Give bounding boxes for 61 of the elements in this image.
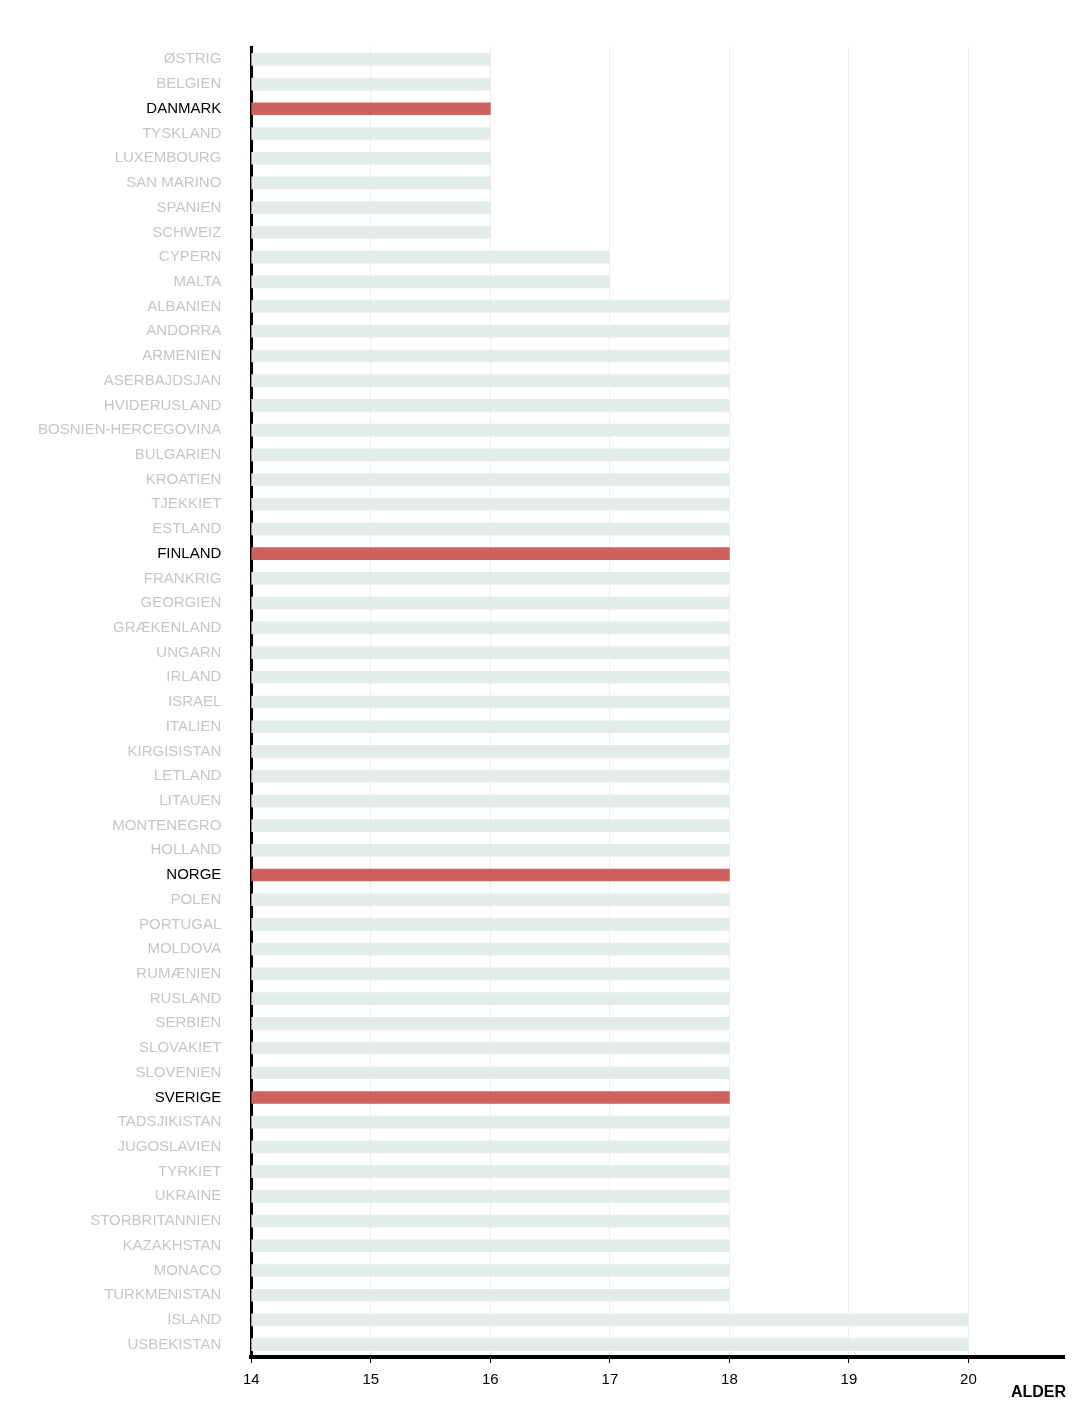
y-tick-label: LUXEMBOURG — [114, 148, 222, 166]
y-tick-label: ARMENIEN — [142, 346, 222, 364]
y-tick-label: TADSJIKISTAN — [117, 1112, 222, 1130]
y-tick-label: TJEKKIET — [151, 494, 222, 512]
y-tick-label: LITAUEN — [159, 791, 222, 809]
y-tick-label: HOLLAND — [150, 840, 222, 858]
y-tick-label: IRLAND — [166, 667, 222, 685]
y-tick-label: KIRGISISTAN — [127, 741, 222, 759]
y-tick-label: TYRKIET — [158, 1161, 222, 1179]
y-tick-label: ISLAND — [167, 1310, 222, 1328]
y-tick-label: ITALIEN — [165, 716, 222, 734]
y-tick-label: HVIDERUSLAND — [103, 395, 222, 413]
y-tick-label: GEORGIEN — [140, 593, 222, 611]
y-tick-label: STORBRITANNIEN — [90, 1211, 222, 1229]
y-tick-label: SERBIEN — [155, 1013, 222, 1031]
y-tick-label: ESTLAND — [152, 519, 222, 537]
y-tick-label: ASERBAJDSJAN — [103, 370, 222, 388]
x-tick-label: 15 — [362, 1370, 380, 1388]
y-tick-label: KROATIEN — [145, 469, 222, 487]
y-tick-label: USBEKISTAN — [127, 1334, 222, 1352]
x-tick-label: 20 — [960, 1370, 977, 1388]
y-tick-label: UNGARN — [156, 642, 222, 660]
x-axis-title: ALDER — [1010, 1383, 1066, 1401]
y-tick-label: PORTUGAL — [139, 914, 222, 932]
y-tick-label: SLOVAKIET — [139, 1038, 222, 1056]
y-tick-label: UKRAINE — [154, 1186, 222, 1204]
y-tick-label: SLOVENIEN — [135, 1062, 222, 1080]
y-tick-label: ALBANIEN — [147, 296, 222, 314]
y-tick-label: LETLAND — [153, 766, 222, 784]
y-tick-label: ANDORRA — [146, 321, 222, 339]
y-tick-label: MOLDOVA — [147, 939, 222, 957]
y-tick-label: ISRAEL — [168, 692, 222, 710]
y-tick-label: SVERIGE — [154, 1087, 222, 1105]
y-tick-label: JUGOSLAVIEN — [117, 1137, 222, 1155]
y-tick-label: TURKMENISTAN — [104, 1285, 222, 1303]
y-tick-label: ØSTRIG — [163, 49, 222, 67]
y-tick-label: FINLAND — [157, 543, 222, 561]
y-tick-label: TYSKLAND — [142, 123, 222, 141]
x-tick-label: 14 — [243, 1370, 260, 1388]
y-tick-label: DANMARK — [146, 98, 222, 116]
y-tick-label: BELGIEN — [156, 74, 222, 92]
y-tick-label: SAN MARINO — [126, 173, 222, 191]
y-tick-label: RUMÆNIEN — [136, 964, 222, 982]
y-tick-label: KAZAKHSTAN — [122, 1235, 222, 1253]
y-tick-label: BULGARIEN — [134, 444, 222, 462]
y-tick-label: POLEN — [170, 889, 222, 907]
y-tick-label: MALTA — [173, 271, 222, 289]
y-tick-label: MONACO — [153, 1260, 222, 1278]
x-tick-label: 16 — [482, 1370, 499, 1388]
x-tick-label: 19 — [840, 1370, 858, 1388]
y-tick-label: RUSLAND — [149, 988, 222, 1006]
x-tick-label: 17 — [601, 1370, 619, 1388]
y-tick-label: MONTENEGRO — [112, 815, 222, 833]
y-tick-label: SCHWEIZ — [152, 222, 222, 240]
y-tick-label: NORGE — [166, 865, 222, 883]
y-tick-label: SPANIEN — [156, 197, 222, 215]
y-tick-label: FRANKRIG — [143, 568, 222, 586]
y-tick-label: CYPERN — [158, 247, 222, 265]
y-tick-label: BOSNIEN-HERCEGOVINA — [37, 420, 222, 438]
y-tick-label: GRÆKENLAND — [113, 617, 222, 635]
x-tick-label: 18 — [721, 1370, 738, 1388]
